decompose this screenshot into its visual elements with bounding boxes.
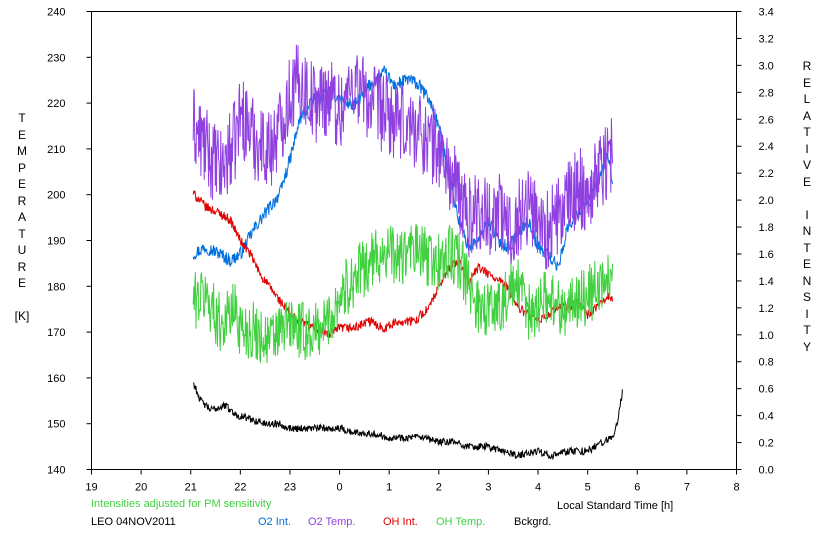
y-right-tick-label: 2.8: [759, 87, 774, 99]
y-left-tick-label: 200: [47, 190, 65, 202]
y-right-tick-label: 0.4: [759, 411, 774, 423]
series-o2-temp: [192, 44, 613, 270]
y-axis-right-label: R E L A T I V E I N T E N S I T Y: [802, 59, 812, 354]
y-right-tick-label: 2.0: [759, 195, 774, 207]
y-right-tick-label: 2.4: [759, 141, 774, 153]
series-o2-int: [192, 65, 613, 271]
y-right-tick-label: 3.4: [759, 7, 774, 19]
y-right-tick-label: 0.8: [759, 357, 774, 369]
y-right-tick-label: 1.6: [759, 249, 774, 261]
x-tick-label: 6: [634, 482, 640, 494]
legend-oh-temp: OH Temp.: [436, 516, 486, 528]
y-right-tick-label: 2.6: [759, 114, 774, 126]
legend-oh-int: OH Int.: [383, 516, 418, 528]
y-left-tick-label: 160: [47, 373, 65, 385]
y-right-tick-label: 1.4: [759, 276, 774, 288]
x-tick-label: 20: [135, 482, 147, 494]
pm-sensitivity-note: Intensities adjusted for PM sensitivity: [91, 498, 272, 510]
y-left-tick-label: 240: [47, 7, 65, 19]
x-tick-label: 2: [436, 482, 442, 494]
series-oh-temp: [192, 223, 613, 364]
y-left-tick-label: 180: [47, 281, 65, 293]
y-right-tick-label: 0.6: [759, 384, 774, 396]
y-left-tick-label: 170: [47, 327, 65, 339]
x-tick-label: 5: [585, 482, 591, 494]
x-tick-label: 1: [386, 482, 392, 494]
y-left-tick-label: 220: [47, 98, 65, 110]
series-layer: [192, 44, 623, 461]
legend-o2-temp: O2 Temp.: [308, 516, 356, 528]
x-tick-label: 8: [733, 482, 739, 494]
x-tick-label: 7: [684, 482, 690, 494]
y-left-tick-label: 230: [47, 52, 65, 64]
y-right-tick-label: 0.0: [759, 465, 774, 477]
y-right-tick-label: 1.2: [759, 303, 774, 315]
x-tick-label: 4: [535, 482, 541, 494]
y-right-tick-label: 3.2: [759, 33, 774, 45]
y-right-tick-label: 1.0: [759, 330, 774, 342]
axes-layer: 19 20 21 22 23 0 1 2 3 4 5 6 7 8140150160170180190200…: [47, 7, 774, 494]
y-left-tick-label: 190: [47, 236, 65, 248]
legend-bckgrd: Bckgrd.: [514, 516, 552, 528]
y-left-tick-label: 210: [47, 144, 65, 156]
y-right-tick-label: 3.0: [759, 60, 774, 72]
series-oh-int: [192, 190, 613, 338]
legend-o2-int: O2 Int.: [258, 516, 292, 528]
x-tick-label: 19: [85, 482, 97, 494]
y-axis-left-label: T E M P E R A T U R E [K]: [14, 111, 30, 323]
y-left-tick-label: 140: [47, 465, 65, 477]
x-tick-label: 23: [284, 482, 296, 494]
x-tick-label: 21: [185, 482, 197, 494]
y-right-tick-label: 1.8: [759, 222, 774, 234]
x-axis-label: Local Standard Time [h]: [557, 500, 674, 512]
x-tick-label: 0: [337, 482, 343, 494]
x-tick-label: 3: [485, 482, 491, 494]
y-left-tick-label: 150: [47, 419, 65, 431]
x-tick-label: 22: [234, 482, 246, 494]
series-bckgrd: [192, 382, 623, 461]
station-date: LEO 04NOV2011: [91, 516, 176, 528]
y-right-tick-label: 2.2: [759, 168, 774, 180]
y-right-tick-label: 0.2: [759, 438, 774, 450]
